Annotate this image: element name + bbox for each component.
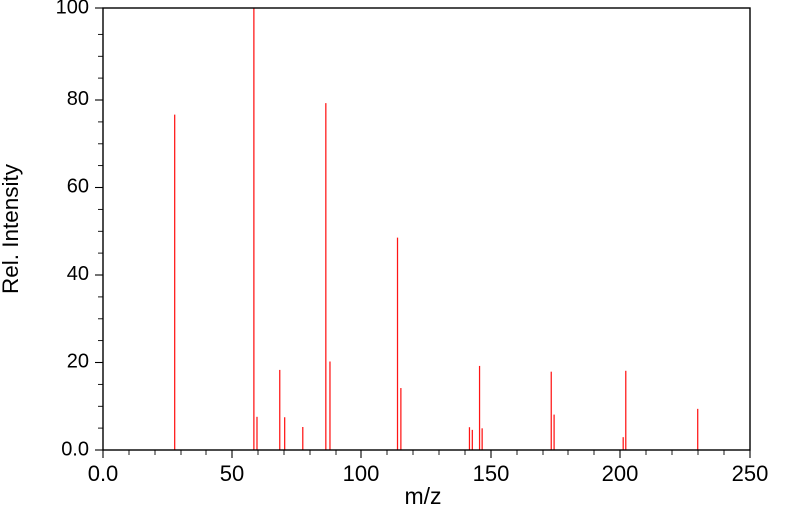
svg-text:100: 100 xyxy=(343,461,380,486)
svg-text:0.0: 0.0 xyxy=(61,439,89,461)
svg-text:40: 40 xyxy=(67,263,89,285)
svg-text:150: 150 xyxy=(473,461,510,486)
svg-text:0.0: 0.0 xyxy=(88,461,119,486)
svg-text:50: 50 xyxy=(220,461,244,486)
svg-text:200: 200 xyxy=(602,461,639,486)
svg-text:250: 250 xyxy=(732,461,769,486)
svg-text:20: 20 xyxy=(67,351,89,373)
svg-text:100: 100 xyxy=(56,0,89,19)
svg-text:m/z: m/z xyxy=(404,483,441,509)
svg-text:60: 60 xyxy=(67,176,89,198)
svg-text:80: 80 xyxy=(67,88,89,110)
svg-text:Rel. Intensity: Rel. Intensity xyxy=(0,163,23,294)
